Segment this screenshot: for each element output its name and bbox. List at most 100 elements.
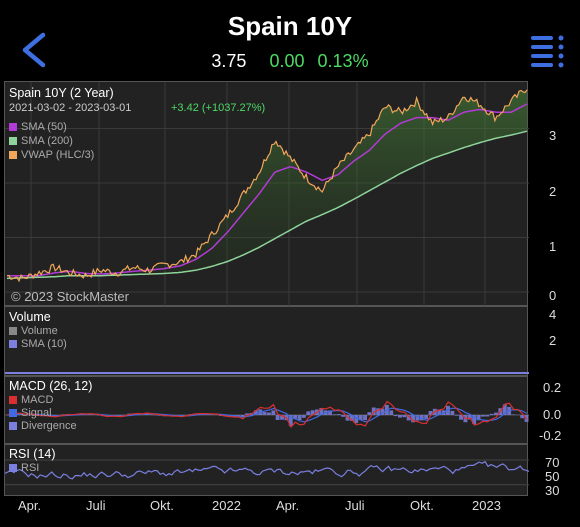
divergence-bar <box>297 415 302 420</box>
divergence-bar <box>485 415 490 417</box>
divergence-bar <box>253 410 258 415</box>
page-title: Spain 10Y <box>227 11 353 41</box>
volume-title: Volume <box>9 310 51 324</box>
divergence-bar <box>459 415 463 420</box>
divergence-bar <box>489 413 494 415</box>
divergence-bar <box>507 406 512 415</box>
x-tick: Juli <box>86 498 106 513</box>
x-tick: Okt. <box>150 498 174 513</box>
legend-sma50: SMA (50) <box>9 121 67 133</box>
x-tick: Apr. <box>18 498 42 513</box>
price-chart <box>5 82 529 307</box>
divergence-bar <box>240 415 245 418</box>
divergence-bar <box>389 410 394 415</box>
last-price: 3.75 <box>211 51 247 71</box>
menu-button[interactable] <box>528 34 566 68</box>
list-menu-icon <box>531 35 564 68</box>
divergence-bar <box>336 414 341 415</box>
divergence-bar <box>402 415 407 418</box>
x-tick: Okt. <box>410 498 434 513</box>
divergence-bar <box>354 415 359 424</box>
performance-label: +3.42 (+1037.27%) <box>171 102 266 114</box>
y-tick: 1 <box>549 239 557 254</box>
divergence-bar <box>520 415 525 419</box>
divergence-bar <box>428 411 433 415</box>
divergence-bar <box>301 415 306 418</box>
sma200-line <box>6 130 528 280</box>
y-tick: 30 <box>545 483 560 498</box>
divergence-bar <box>476 415 481 421</box>
divergence-bar <box>105 415 110 417</box>
rsi-panel[interactable]: RSI (14) RSI <box>4 444 529 496</box>
divergence-bar <box>411 415 415 423</box>
quote-line: 3.75 0.00 0.13% <box>0 51 580 72</box>
divergence-bar <box>511 414 516 415</box>
legend-signal: Signal <box>9 407 52 419</box>
date-range: 2021-03-02 - 2023-03-01 <box>9 102 132 114</box>
divergence-bar <box>494 412 498 415</box>
macd-line <box>7 400 528 428</box>
divergence-bar <box>319 408 324 415</box>
y-tick: 4 <box>549 307 557 322</box>
y-tick: 2 <box>549 333 557 348</box>
price-change-pct: 0.13% <box>317 51 369 71</box>
y-tick: 3 <box>549 128 557 143</box>
divergence-bar <box>280 415 284 420</box>
x-tick: 2023 <box>472 498 501 513</box>
y-tick: -0.2 <box>539 428 562 443</box>
volume-chart <box>5 372 529 374</box>
divergence-bar <box>306 411 311 415</box>
divergence-bar <box>367 412 372 415</box>
divergence-bar <box>262 411 267 415</box>
divergence-bar <box>118 415 123 416</box>
y-tick: 70 <box>545 455 560 470</box>
back-button[interactable] <box>18 32 50 68</box>
divergence-bar <box>398 415 402 418</box>
macd-title: MACD (26, 12) <box>9 379 93 393</box>
x-tick: 2022 <box>212 498 241 513</box>
rsi-title: RSI (14) <box>9 447 56 461</box>
divergence-bar <box>371 407 376 415</box>
x-tick: Apr. <box>276 498 300 513</box>
divergence-bar <box>310 410 315 415</box>
watermark: © 2023 StockMaster <box>11 289 129 304</box>
y-tick: 0.0 <box>543 407 562 422</box>
divergence-bar <box>467 415 472 420</box>
chevron-left-icon <box>22 32 46 68</box>
y-tick: 0.2 <box>543 380 562 395</box>
divergence-bar <box>454 415 459 416</box>
macd-chart <box>5 400 529 428</box>
divergence-bar <box>271 410 276 415</box>
y-tick: 0 <box>549 288 557 303</box>
divergence-bar <box>502 404 507 415</box>
price-change: 0.00 <box>269 51 305 71</box>
divergence-bar <box>380 408 385 415</box>
legend-macd: MACD <box>9 394 53 406</box>
macd-panel[interactable]: MACD (26, 12) MACD Signal Divergence <box>4 376 529 444</box>
divergence-bar <box>275 415 280 420</box>
price-panel-title: Spain 10Y (2 Year) <box>9 86 114 100</box>
divergence-bar <box>393 415 398 417</box>
price-panel[interactable]: Spain 10Y (2 Year) 2021-03-02 - 2023-03-… <box>4 81 529 307</box>
divergence-bar <box>481 415 485 417</box>
vwap-line <box>6 89 528 283</box>
legend-rsi: RSI <box>9 462 39 474</box>
divergence-bar <box>415 415 420 421</box>
y-tick: 50 <box>545 469 560 484</box>
divergence-bar <box>363 415 367 421</box>
divergence-bar <box>450 410 455 415</box>
divergence-bar <box>376 408 381 415</box>
volume-panel[interactable]: Volume Volume SMA (10) <box>4 306 529 376</box>
divergence-bar <box>406 415 411 421</box>
legend-divergence: Divergence <box>9 420 77 432</box>
divergence-bar <box>328 410 332 415</box>
x-tick: Juli <box>345 498 365 513</box>
divergence-bar <box>437 409 442 415</box>
header-bar: Spain 10Y 3.75 0.00 0.13% <box>0 0 580 80</box>
divergence-bar <box>288 415 293 427</box>
legend-vwap: VWAP (HLC/3) <box>9 149 94 161</box>
divergence-bar <box>245 413 250 415</box>
divergence-bar <box>419 415 424 421</box>
area-fill <box>7 89 527 281</box>
divergence-bar <box>332 414 337 415</box>
